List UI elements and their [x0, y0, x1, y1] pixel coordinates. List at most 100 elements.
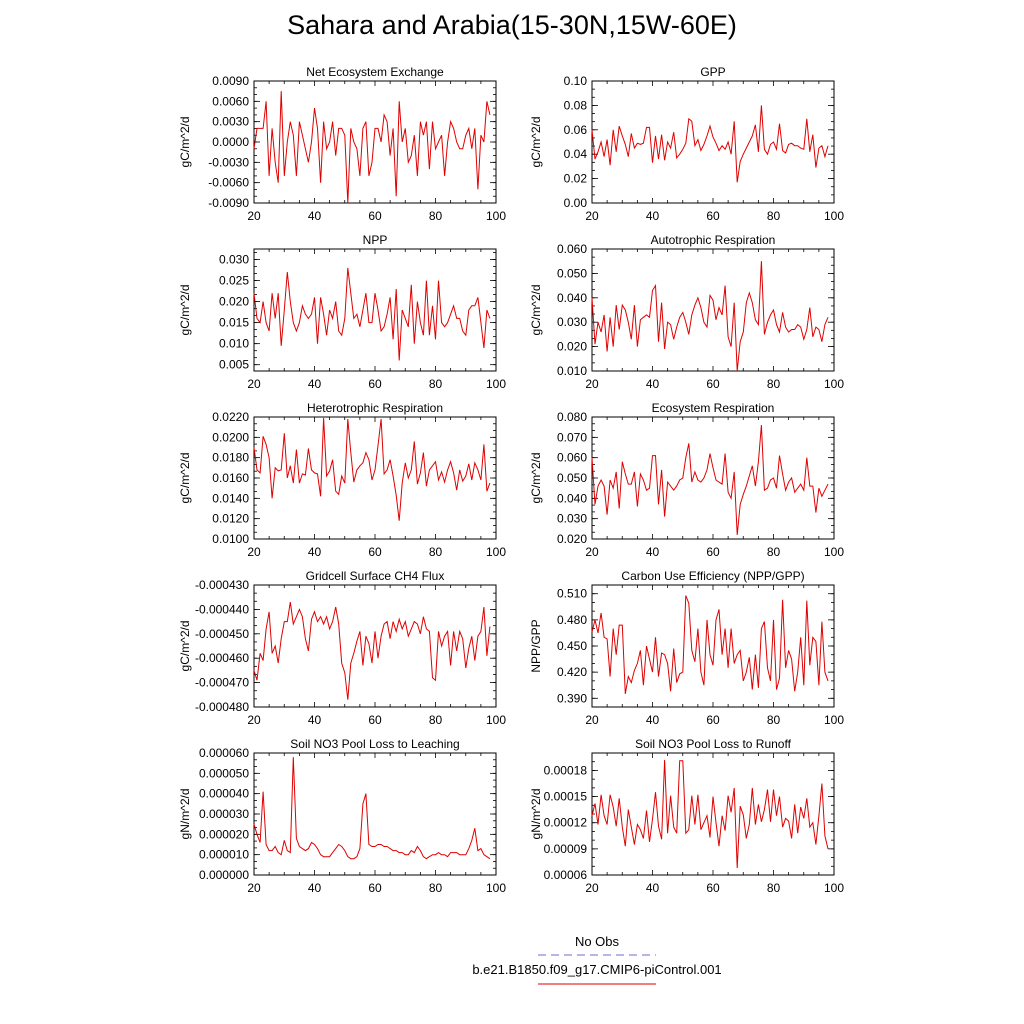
y-tick-label: 0.0060 — [212, 94, 249, 108]
y-tick-label: 0.020 — [557, 340, 587, 354]
y-tick-label: 0.080 — [557, 410, 587, 424]
x-tick-label: 80 — [767, 713, 781, 727]
y-tick-label: 0.0220 — [212, 410, 249, 424]
series-line — [253, 91, 491, 204]
panel-title: Net Ecosystem Exchange — [306, 65, 444, 79]
y-tick-label: 0.070 — [557, 430, 587, 444]
y-tick-label: 0.0160 — [212, 471, 249, 485]
x-tick-label: 20 — [247, 881, 261, 895]
plot-frame — [591, 416, 835, 540]
y-tick-label: 0.450 — [557, 639, 587, 653]
x-tick-label: 40 — [308, 209, 322, 223]
plot-frame — [253, 752, 497, 876]
y-tick-label: 0.00009 — [544, 842, 588, 856]
panel-title: Soil NO3 Pool Loss to Runoff — [635, 737, 792, 751]
panel-title: GPP — [700, 65, 725, 79]
chart-panel-7: Gridcell Surface CH4 Flux gC/m^2/d 20 40 60 8… — [178, 569, 506, 727]
y-tick-label: 0.06 — [564, 123, 588, 137]
y-tick-label: 0.00012 — [544, 816, 588, 830]
plot-frame — [591, 584, 835, 708]
x-tick-label: 80 — [429, 377, 443, 391]
panel-title: Soil NO3 Pool Loss to Leaching — [290, 737, 459, 751]
y-tick-label: 0.015 — [219, 316, 249, 330]
x-tick-label: 60 — [706, 209, 720, 223]
y-tick-label: 0.000030 — [199, 807, 249, 821]
chart-panel-2: GPP gC/m^2/d 20 40 60 80 100 0.00 0.02 0.04 0.06 0.… — [529, 65, 844, 223]
x-tick-label: 80 — [767, 209, 781, 223]
x-tick-label: 60 — [706, 881, 720, 895]
x-tick-label: 20 — [585, 713, 599, 727]
y-tick-label: 0.0140 — [212, 491, 249, 505]
y-tick-label: -0.000430 — [195, 578, 249, 592]
series-line — [591, 105, 829, 183]
x-tick-label: 60 — [368, 377, 382, 391]
y-axis-label: gN/m^2/d — [178, 789, 192, 840]
x-tick-label: 20 — [585, 881, 599, 895]
panel-title: Ecosystem Respiration — [652, 401, 775, 415]
x-tick-label: 100 — [486, 881, 506, 895]
y-tick-label: 0.000060 — [199, 746, 249, 760]
plot-frame — [253, 248, 497, 372]
y-tick-label: 0.00015 — [544, 790, 588, 804]
y-axis-label: gC/m^2/d — [178, 621, 192, 672]
chart-panel-8: Carbon Use Efficiency (NPP/GPP) NPP/GPP 20… — [529, 569, 844, 727]
panel-title: Carbon Use Efficiency (NPP/GPP) — [621, 569, 804, 583]
y-tick-label: -0.0060 — [208, 176, 249, 190]
chart-panel-4: Autotrophic Respiration gC/m^2/d 20 40 60 80 1… — [529, 233, 844, 391]
x-tick-label: 60 — [368, 881, 382, 895]
chart-panel-3: NPP gC/m^2/d 20 40 60 80 100 0.005 0.010 0.015 0.0… — [178, 233, 506, 391]
x-tick-label: 40 — [308, 881, 322, 895]
y-tick-label: 0.0000 — [212, 135, 249, 149]
x-tick-label: 20 — [247, 377, 261, 391]
y-tick-label: 0.0090 — [212, 74, 249, 88]
chart-panel-6: Ecosystem Respiration gC/m^2/d 20 40 60 80 100… — [529, 401, 844, 559]
series-line — [591, 759, 829, 869]
y-tick-label: 0.050 — [557, 266, 587, 280]
plot-frame — [253, 416, 497, 540]
y-tick-label: 0.0200 — [212, 430, 249, 444]
y-tick-label: 0.08 — [564, 98, 588, 112]
x-tick-label: 60 — [706, 545, 720, 559]
x-tick-label: 80 — [767, 377, 781, 391]
y-tick-label: 0.040 — [557, 291, 587, 305]
y-tick-label: 0.000050 — [199, 766, 249, 780]
x-tick-label: 100 — [824, 377, 844, 391]
x-tick-label: 80 — [767, 881, 781, 895]
panel-title: Heterotrophic Respiration — [307, 401, 443, 415]
y-tick-label: 0.020 — [219, 295, 249, 309]
y-tick-label: 0.030 — [557, 512, 587, 526]
y-tick-label: 0.04 — [564, 147, 588, 161]
x-tick-label: 40 — [308, 713, 322, 727]
x-tick-label: 80 — [429, 545, 443, 559]
y-tick-label: 0.510 — [557, 587, 587, 601]
x-tick-label: 80 — [767, 545, 781, 559]
y-tick-label: 0.010 — [219, 337, 249, 351]
x-tick-label: 60 — [368, 713, 382, 727]
x-tick-label: 100 — [486, 545, 506, 559]
plot-frame — [591, 248, 835, 372]
x-tick-label: 80 — [429, 881, 443, 895]
y-tick-label: 0.480 — [557, 613, 587, 627]
y-tick-label: 0.00006 — [544, 868, 588, 882]
x-tick-label: 40 — [646, 209, 660, 223]
x-tick-label: 80 — [429, 209, 443, 223]
y-tick-label: 0.390 — [557, 691, 587, 705]
x-tick-label: 20 — [247, 209, 261, 223]
chart-panel-10: Soil NO3 Pool Loss to Runoff gN/m^2/d 20 40… — [529, 737, 844, 895]
y-tick-label: 0.060 — [557, 451, 587, 465]
series-line — [253, 417, 491, 521]
x-tick-label: 100 — [486, 713, 506, 727]
x-tick-label: 40 — [308, 545, 322, 559]
y-axis-label: gC/m^2/d — [178, 453, 192, 504]
y-tick-label: 0.010 — [557, 364, 587, 378]
series-line — [591, 261, 829, 372]
y-tick-label: 0.000020 — [199, 827, 249, 841]
x-tick-label: 20 — [585, 545, 599, 559]
series-line — [253, 602, 491, 700]
x-tick-label: 100 — [824, 545, 844, 559]
y-tick-label: -0.000460 — [195, 651, 249, 665]
panel-title: NPP — [363, 233, 388, 247]
y-tick-label: 0.025 — [219, 274, 249, 288]
y-axis-label: gC/m^2/d — [178, 285, 192, 336]
x-tick-label: 40 — [646, 713, 660, 727]
